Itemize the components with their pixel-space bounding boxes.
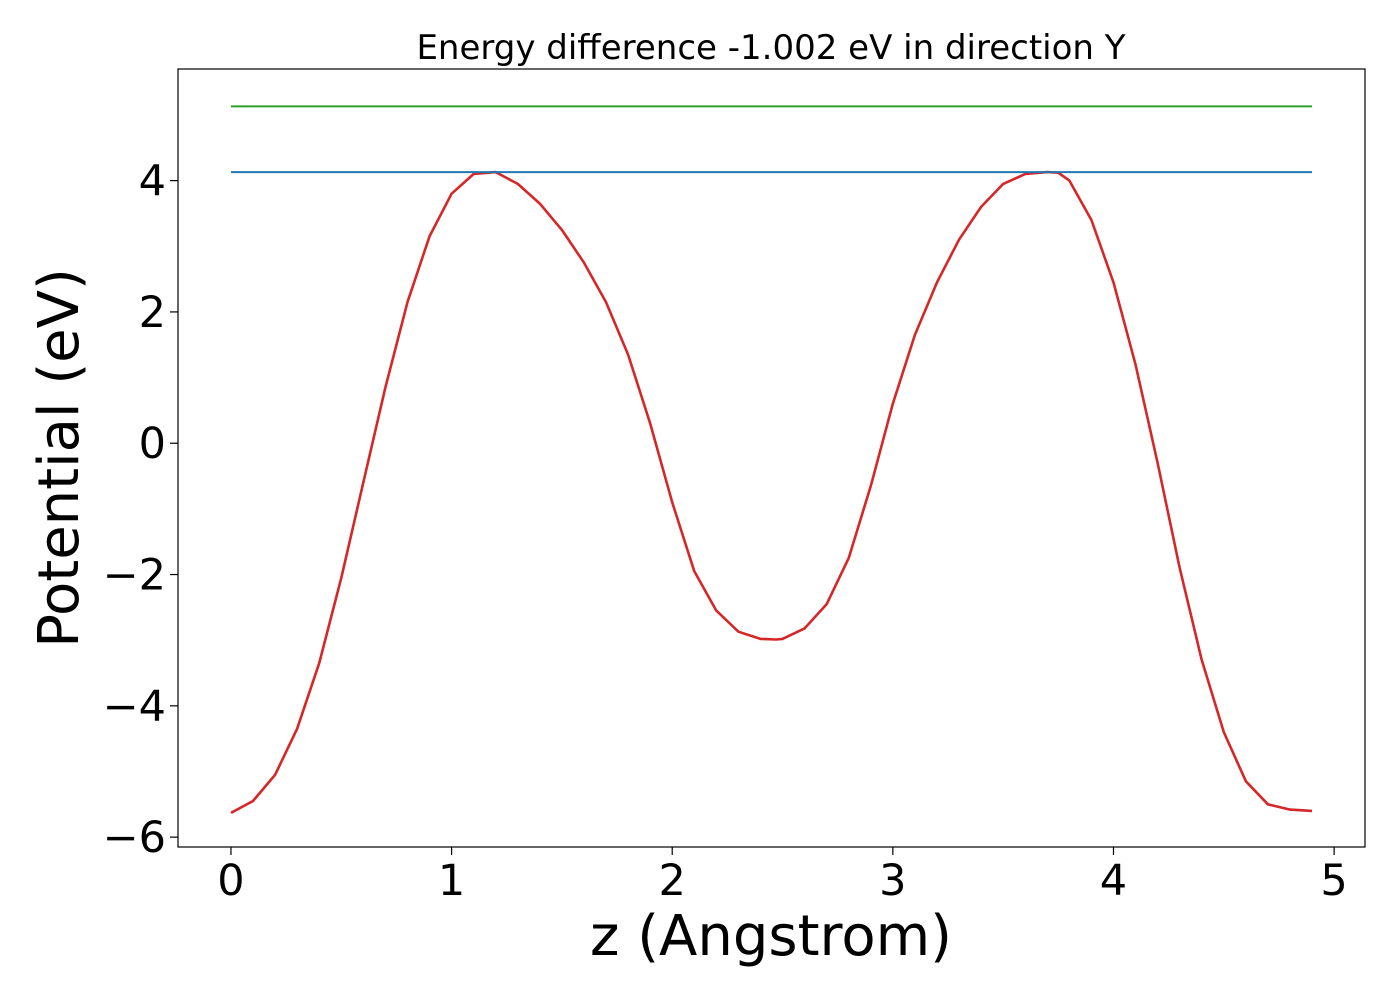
plot-area-frame (177, 68, 1366, 848)
x-axis-label: z (Angstrom) (590, 904, 952, 969)
y-tick-label: −4 (103, 682, 166, 732)
x-tick-label: 0 (217, 856, 244, 906)
y-tick-label: −2 (103, 551, 166, 601)
x-tick-label: 3 (879, 856, 906, 906)
y-tick-label: −6 (103, 813, 166, 863)
x-tick-label: 5 (1320, 856, 1347, 906)
y-tick-label: 0 (139, 419, 166, 469)
potential-curve (230, 170, 1313, 815)
y-tick-label: 2 (139, 288, 166, 338)
chart-title: Energy difference -1.002 eV in direction… (416, 28, 1125, 68)
x-tick-label: 4 (1100, 856, 1127, 906)
y-tick-label: 4 (139, 157, 166, 207)
y-axis-ticks: −6 −4 −2 0 2 4 (103, 157, 178, 863)
x-tick-label: 2 (659, 856, 686, 906)
x-axis-ticks: 0 1 2 3 4 5 (217, 847, 1348, 906)
series-layer (230, 105, 1313, 815)
x-tick-label: 1 (438, 856, 465, 906)
y-axis-label: Potential (eV) (27, 268, 92, 648)
